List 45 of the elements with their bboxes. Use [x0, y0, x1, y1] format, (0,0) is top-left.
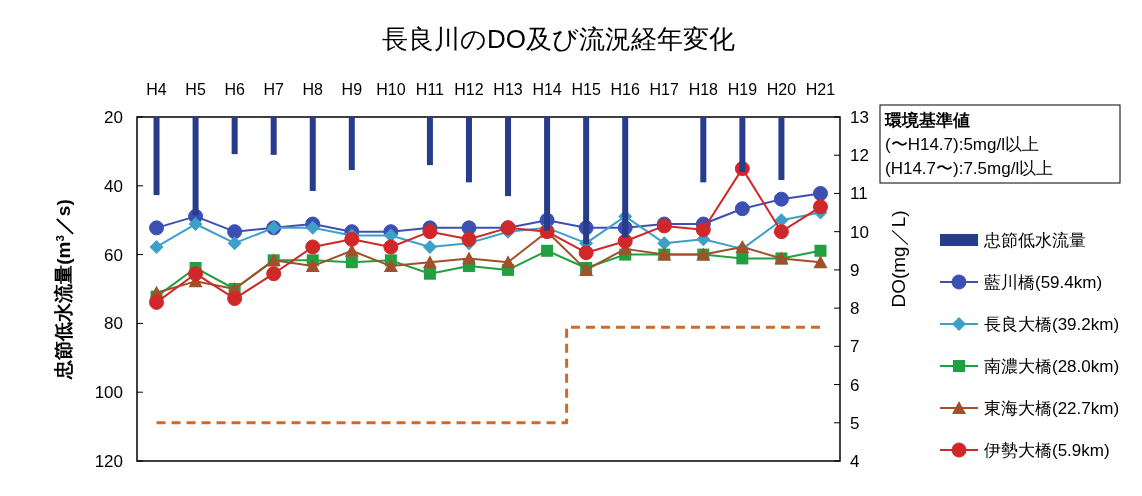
- x-tick-label: H15: [571, 81, 601, 98]
- y-tick-label: 20: [104, 107, 123, 127]
- text: (H14.7〜):7.5mg/l以上: [885, 159, 1054, 178]
- x-tick-label: H6: [224, 81, 245, 98]
- x-tick-label: H5: [185, 81, 206, 98]
- y2-tick-label: 6: [850, 375, 860, 395]
- x-tick-label: H10: [376, 81, 406, 98]
- y2-tick-label: 10: [850, 222, 869, 242]
- text: 環境基準値: [884, 111, 970, 130]
- chart-title: 長良川のDO及び流況経年変化: [382, 24, 735, 54]
- y2-tick-label: 11: [850, 184, 868, 204]
- x-tick-label: H12: [454, 81, 484, 98]
- x-tick-label: H9: [341, 81, 363, 98]
- x-tick-label: H18: [688, 81, 719, 98]
- y2-axis-title: DO(mg／L): [888, 210, 909, 308]
- x-tick-label: H11: [415, 81, 445, 98]
- x-tick-label: H19: [727, 81, 758, 98]
- y-tick-label: 120: [94, 451, 123, 471]
- legend-label: 忠節低水流量: [983, 230, 1086, 250]
- x-tick-label: H21: [805, 81, 836, 98]
- x-tick-label: H20: [766, 81, 797, 98]
- legend-label: 藍川橋(59.4km): [984, 272, 1103, 292]
- x-tick-label: H7: [263, 81, 285, 98]
- x-tick-label: H13: [493, 81, 523, 98]
- y2-tick-label: 9: [850, 260, 860, 280]
- y-tick-label: 60: [104, 245, 123, 265]
- x-tick-label: H16: [610, 81, 640, 98]
- y2-tick-label: 4: [850, 451, 860, 471]
- y2-tick-label: 12: [850, 146, 869, 166]
- x-tick-label: H4: [146, 81, 167, 98]
- legend-label: 東海大橋(22.7km): [984, 398, 1120, 418]
- y2-tick-label: 8: [850, 299, 860, 319]
- y-tick-label: 80: [104, 314, 123, 334]
- y-tick-label: 40: [104, 176, 123, 196]
- y2-tick-label: 13: [850, 107, 869, 127]
- x-tick-label: H17: [649, 81, 680, 98]
- y2-tick-label: 5: [850, 413, 860, 433]
- y-tick-label: 100: [94, 383, 123, 403]
- text: (〜H14.7):5mg/l以上: [885, 135, 1039, 154]
- x-tick-label: H8: [302, 81, 324, 98]
- x-tick-label: H14: [532, 81, 562, 98]
- legend-label: 南濃大橋(28.0km): [984, 356, 1120, 376]
- legend-label: 長良大橋(39.2km): [984, 314, 1120, 334]
- legend-label: 伊勢大橋(5.9km): [984, 440, 1110, 460]
- y2-tick-label: 7: [850, 337, 860, 357]
